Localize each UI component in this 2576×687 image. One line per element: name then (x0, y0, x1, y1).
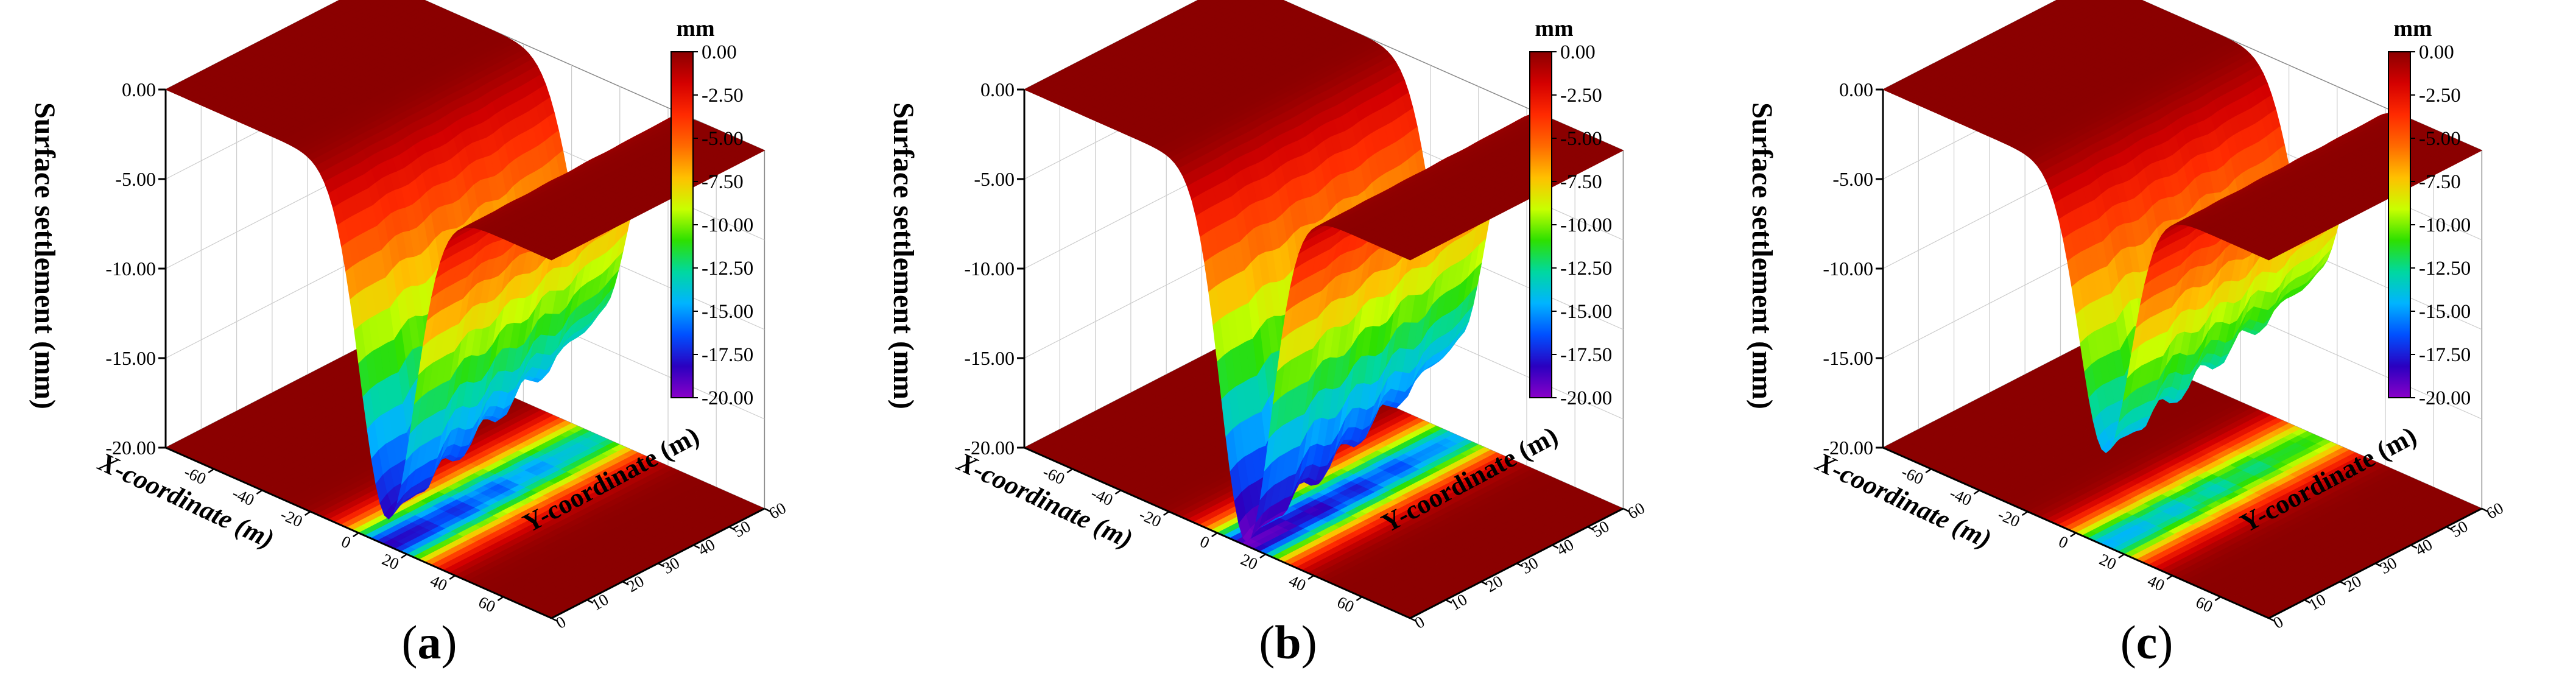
y-tick (551, 617, 558, 622)
y-tick (693, 544, 700, 549)
y-tick-label: 60 (765, 499, 789, 523)
x-tick-label: 60 (476, 593, 498, 616)
colorbar-tick-label: -2.50 (702, 85, 744, 107)
x-tick (208, 468, 214, 474)
z-tick-label: -20.00 (105, 437, 156, 459)
settlement-surface (165, 0, 765, 520)
colorbar-gradient (670, 51, 694, 398)
x-tick-label: 40 (428, 571, 450, 594)
colorbar-tick-label: -12.50 (702, 258, 753, 280)
x-tick (304, 510, 311, 516)
y-tick (764, 507, 771, 513)
x-tick (449, 574, 456, 580)
colorbar: mm0.00 -2.50 -5.00 -7.50 -10.00 -12.50 -15.00 -… (670, 16, 753, 409)
x-tick-label: -20 (278, 505, 305, 530)
surface-plot-a: -20.00-15.00-10.00-5.000.00-60-40-200204… (29, 0, 789, 632)
y-tick-label: 0 (553, 612, 569, 632)
z-axis-title: Surface settlement (mm) (29, 102, 61, 409)
x-tick (353, 532, 359, 538)
x-tick-label: 0 (339, 532, 354, 552)
z-tick-label: -10.00 (105, 258, 156, 280)
panel-caption-a: (a) (401, 616, 457, 669)
colorbar-unit: mm (676, 16, 714, 41)
surface-plot-b: -20.00-15.00-10.00-5.000.00-60-40-200204… (887, 0, 1648, 632)
x-tick-label: 20 (379, 550, 402, 573)
surface-cell (546, 254, 560, 261)
panel-a: -20.00 -15.00 -10.00 -5.00 0.00 -60 -40 -20 0 20 4… (0, 0, 859, 687)
z-tick-label: -5.00 (115, 168, 156, 190)
colorbar-tick-label: -5.00 (702, 128, 744, 150)
y-tick (622, 580, 629, 586)
panel-b: -20.00 -15.00 -10.00 -5.00 0.00 -60 -40 -20 0 20 4… (859, 0, 1717, 687)
colorbar-tick-label: -15.00 (702, 301, 753, 323)
x-tick (497, 596, 504, 602)
y-tick (657, 562, 665, 568)
y-tick (586, 599, 594, 604)
x-tick (256, 489, 263, 495)
colorbar-tick-label: 0.00 (702, 41, 737, 63)
colorbar-tick-label: -7.50 (702, 171, 744, 193)
y-tick (728, 526, 736, 531)
x-tick (401, 553, 407, 559)
z-tick-label: 0.00 (122, 79, 156, 100)
colorbar-tick-label: -17.50 (702, 344, 753, 366)
z-tick-label: -15.00 (105, 347, 156, 369)
colorbar-tick-label: -20.00 (702, 387, 753, 409)
colorbar-tick-label: -10.00 (702, 214, 753, 236)
